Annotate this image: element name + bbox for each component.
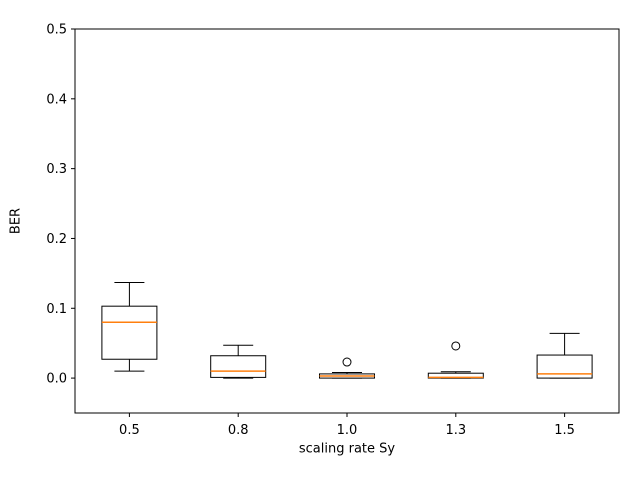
x-tick-label: 0.5 <box>119 423 140 438</box>
y-tick-label: 0.4 <box>46 92 67 107</box>
y-tick-label: 0.3 <box>46 162 67 177</box>
box-group-0.8 <box>210 344 267 379</box>
x-tick-label: 1.3 <box>445 423 466 438</box>
y-tick-label: 0.1 <box>46 302 67 317</box>
box-rect <box>536 354 593 379</box>
box-group-1.3 <box>427 341 484 379</box>
x-tick-label: 0.8 <box>228 423 249 438</box>
box-rect <box>101 305 158 360</box>
outlier-point <box>342 357 352 367</box>
x-tick-label: 1.5 <box>554 423 575 438</box>
x-axis-label: scaling rate Sy <box>298 441 396 457</box>
y-axis-label: BER <box>8 207 24 235</box>
box-group-1.0 <box>319 357 375 379</box>
x-tick-label: 1.0 <box>337 423 358 438</box>
box-rect <box>210 355 267 378</box>
box-group-0.5 <box>101 281 158 372</box>
y-tick-label: 0.0 <box>46 372 67 387</box>
y-tick-label: 0.2 <box>46 232 67 247</box>
box-group-1.5 <box>536 332 593 379</box>
outlier-point <box>451 341 461 351</box>
axes-spines <box>74 28 620 414</box>
y-tick-label: 0.5 <box>46 23 67 38</box>
